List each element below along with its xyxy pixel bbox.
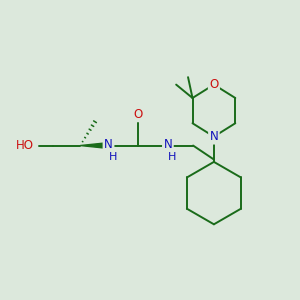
Text: O: O xyxy=(209,78,218,91)
Text: O: O xyxy=(134,108,143,121)
Text: N: N xyxy=(104,138,113,152)
Text: H: H xyxy=(168,152,176,162)
Text: N: N xyxy=(209,130,218,143)
Text: N: N xyxy=(164,138,172,152)
Polygon shape xyxy=(80,143,103,148)
Text: H: H xyxy=(109,152,117,162)
Text: HO: HO xyxy=(16,139,34,152)
